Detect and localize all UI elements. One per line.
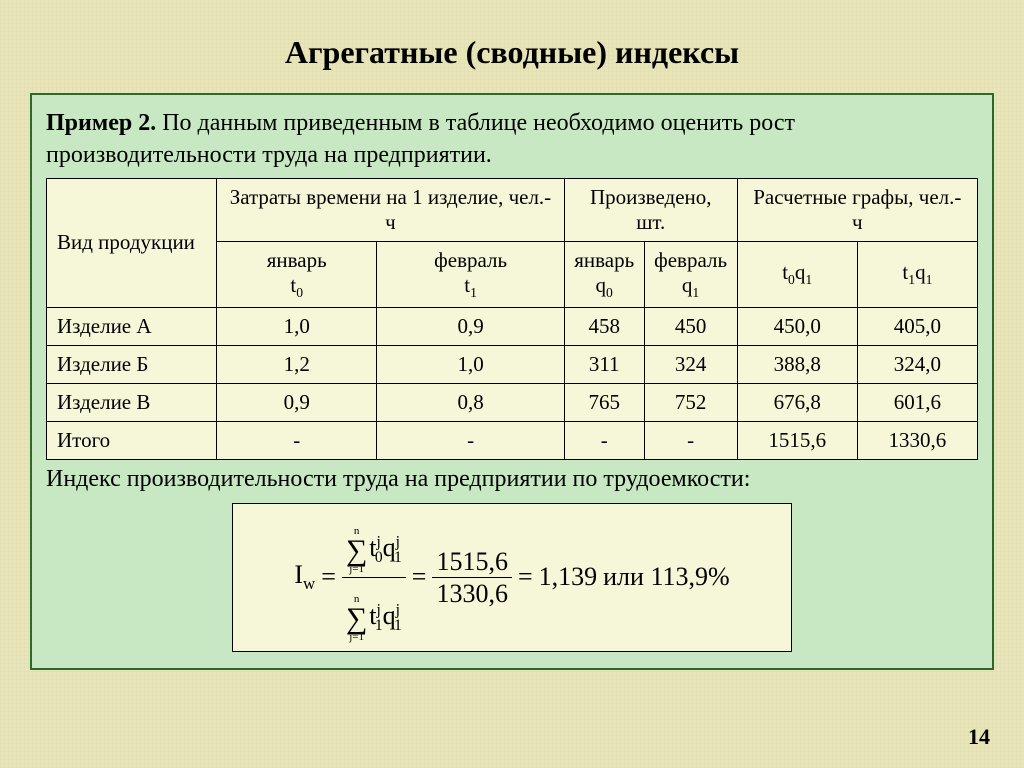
lead-rest: По данным приведенным в таблице необходи… — [46, 110, 795, 168]
formula-numeric-fraction: 1515,6 1330,6 — [432, 548, 512, 608]
formula-symbolic-fraction: n ∑ j=1 tj0qj1 n — [342, 512, 406, 643]
table-row: Изделие В 0,9 0,8 765 752 676,8 601,6 — [47, 383, 978, 421]
table-row: Изделие Б 1,2 1,0 311 324 388,8 324,0 — [47, 345, 978, 383]
col-c2: t1q1 — [857, 241, 977, 307]
page-number: 14 — [968, 724, 990, 750]
formula-lhs: Iw — [294, 560, 315, 594]
formula-result: 1,139 — [539, 562, 598, 592]
data-table: Вид продукции Затраты времени на 1 издел… — [46, 178, 978, 460]
table-row: Изделие А 1,0 0,9 458 450 450,0 405,0 — [47, 307, 978, 345]
example-panel: Пример 2. По данным приведенным в таблиц… — [30, 93, 994, 670]
formula-tail: или 113,9% — [603, 562, 730, 592]
col-group-time: Затраты времени на 1 изделие, чел.-ч — [217, 178, 565, 241]
sigma-icon: n ∑ j=1 — [346, 526, 367, 575]
col-q1: февраль q1 — [644, 241, 737, 307]
page-title: Агрегатные (сводные) индексы — [30, 34, 994, 71]
formula-box: Iw = n ∑ j=1 tj0qj1 — [232, 503, 792, 652]
equals-sign: = — [412, 562, 427, 592]
equals-sign: = — [518, 562, 533, 592]
sigma-icon: n ∑ j=1 — [346, 594, 367, 643]
lead-bold: Пример 2. — [46, 110, 156, 136]
col-t1: февраль t1 — [377, 241, 564, 307]
lead-text: Пример 2. По данным приведенным в таблиц… — [46, 107, 978, 172]
col-c1: t0q1 — [737, 241, 857, 307]
col-t0: январь t0 — [217, 241, 377, 307]
col-q0: январь q0 — [564, 241, 644, 307]
note-text: Индекс производительности труда на предп… — [46, 466, 978, 493]
col-group-produced: Произведено, шт. — [564, 178, 737, 241]
equals-sign: = — [321, 562, 336, 592]
col-group-calc: Расчетные графы, чел.- ч — [737, 178, 977, 241]
col-product: Вид продукции — [47, 178, 217, 307]
table-row-total: Итого - - - - 1515,6 1330,6 — [47, 421, 978, 459]
